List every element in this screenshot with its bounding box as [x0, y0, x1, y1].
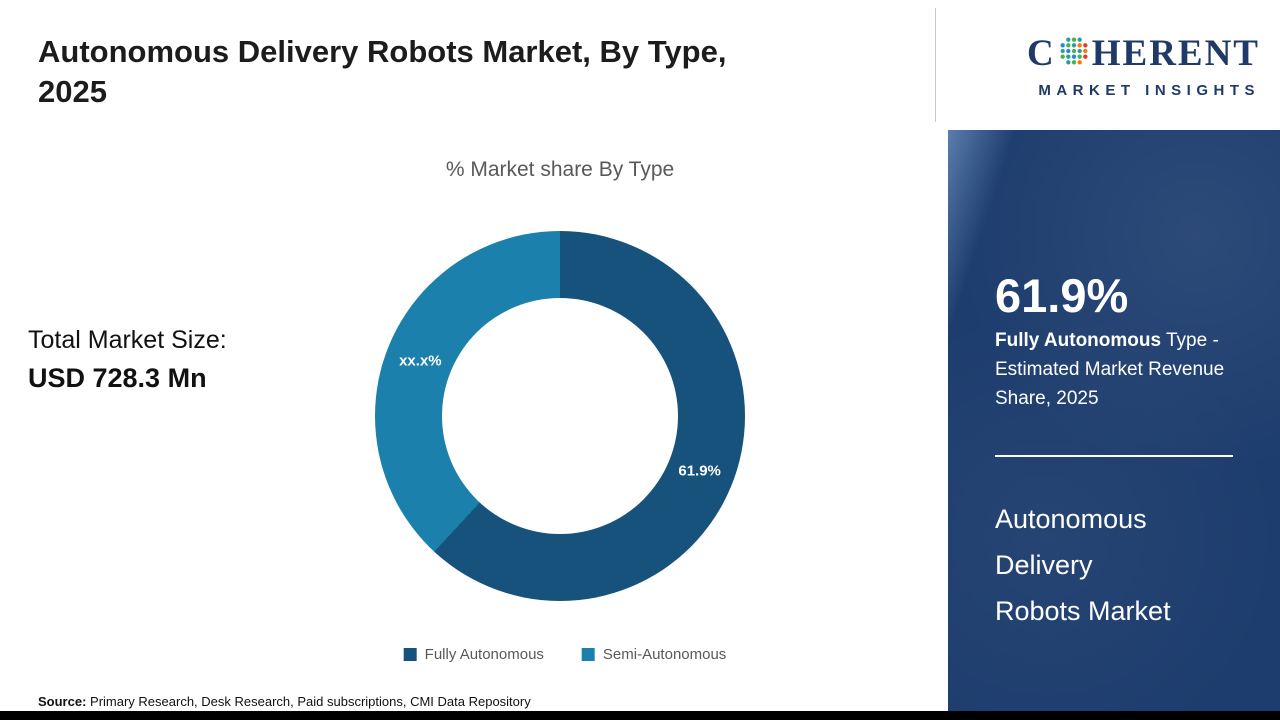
legend-swatch-semi-autonomous	[581, 648, 595, 661]
slice-label-1: xx.x%	[399, 352, 442, 370]
stat-description-rest: Type - Estimated Market Revenue Share, 2…	[995, 330, 1225, 409]
stat-description-bold: Fully Autonomous	[995, 330, 1162, 351]
market-name-line-3: Robots Market	[995, 596, 1171, 626]
legend-item-fully-autonomous: Fully Autonomous	[403, 646, 544, 663]
stat-description: Fully Autonomous Type - Estimated Market…	[995, 326, 1233, 413]
logo-subtitle: MARKET INSIGHTS	[1038, 82, 1260, 99]
page-title-line-1: Autonomous Delivery Robots Market, By Ty…	[38, 34, 727, 69]
total-market-size-block: Total Market Size: USD 728.3 Mn	[28, 326, 227, 394]
logo-left-divider	[935, 8, 936, 122]
total-market-size-label: Total Market Size:	[28, 326, 227, 354]
logo-wordmark: C HERENT	[1027, 34, 1260, 75]
source-text: Primary Research, Desk Research, Paid su…	[86, 694, 531, 709]
donut-hole	[442, 298, 678, 534]
slice-label-0: 61.9%	[678, 462, 721, 480]
chart-legend: Fully Autonomous Semi-Autonomous	[403, 646, 727, 663]
market-name-line-1: Autonomous	[995, 504, 1147, 534]
legend-item-semi-autonomous: Semi-Autonomous	[581, 646, 727, 663]
footer-bar	[0, 711, 1280, 720]
market-name: Autonomous Delivery Robots Market	[995, 496, 1171, 634]
legend-label-fully-autonomous: Fully Autonomous	[424, 646, 544, 663]
market-name-line-2: Delivery	[995, 550, 1093, 580]
company-logo: C HERENT MARKET INSIGHTS	[1027, 34, 1260, 99]
legend-label-semi-autonomous: Semi-Autonomous	[602, 646, 727, 663]
logo-word-start: C	[1027, 33, 1056, 74]
sidebar-panel: 61.9% Fully Autonomous Type - Estimated …	[948, 130, 1280, 712]
source-label: Source:	[38, 694, 87, 709]
page-title-line-2: 2025	[38, 74, 107, 110]
logo-word-end: HERENT	[1091, 33, 1260, 74]
logo-globe-icon	[1057, 34, 1091, 75]
donut-chart-container: 61.9% xx.x%	[375, 231, 745, 601]
page-title: Autonomous Delivery Robots Market, By Ty…	[38, 32, 918, 113]
chart-title: % Market share By Type	[445, 158, 675, 181]
stat-value: 61.9%	[995, 269, 1129, 322]
legend-swatch-fully-autonomous	[403, 648, 417, 661]
source-line: Source: Primary Research, Desk Research,…	[38, 694, 531, 709]
logo-area: C HERENT MARKET INSIGHTS	[935, 0, 1280, 130]
panel-divider	[995, 455, 1233, 457]
total-market-size-value: USD 728.3 Mn	[28, 363, 207, 393]
